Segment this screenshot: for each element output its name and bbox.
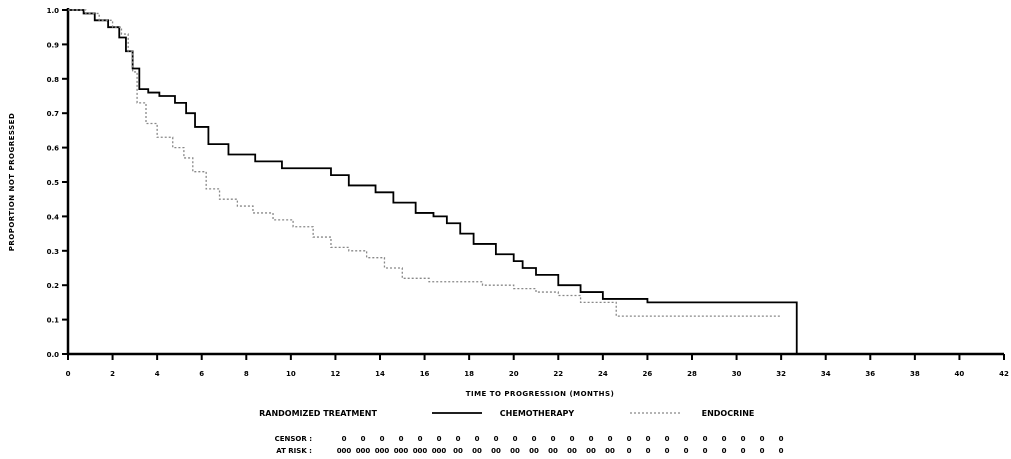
axes (66, 8, 1004, 356)
risk-cell: 0 (570, 435, 575, 443)
risk-row-label: AT RISK : (276, 447, 312, 455)
y-axis-title-group: PROPORTION NOT PROGRESSED (8, 113, 16, 252)
risk-cell: 000 (356, 447, 371, 455)
risk-cell: 0 (760, 447, 765, 455)
y-tick-label: 0.9 (47, 41, 60, 49)
risk-cell: 0 (646, 447, 651, 455)
risk-cell: 0 (779, 435, 784, 443)
risk-cell: 0 (437, 435, 442, 443)
risk-cell: 000 (413, 447, 428, 455)
risk-cell: 00 (605, 447, 615, 455)
x-tick-label: 42 (999, 370, 1009, 378)
x-tick-label: 16 (420, 370, 430, 378)
y-tick-label: 0.1 (47, 317, 60, 325)
y-tick-label: 0.5 (47, 179, 60, 187)
y-tick-label: 0.8 (47, 76, 60, 84)
risk-cell: 0 (475, 435, 480, 443)
y-tick-label: 0.6 (47, 145, 60, 153)
x-tick-label: 4 (155, 370, 160, 378)
risk-cell: 00 (548, 447, 558, 455)
legend-entry-label: ENDOCRINE (702, 409, 755, 418)
x-axis-title: TIME TO PROGRESSION (MONTHS) (466, 390, 615, 398)
x-tick-label: 24 (598, 370, 608, 378)
y-axis-title: PROPORTION NOT PROGRESSED (8, 113, 16, 252)
risk-cell: 0 (703, 447, 708, 455)
risk-cell: 0 (380, 435, 385, 443)
risk-cell: 0 (399, 435, 404, 443)
x-tick-label: 34 (821, 370, 831, 378)
risk-cell: 0 (665, 447, 670, 455)
risk-cell: 000 (394, 447, 409, 455)
risk-cell: 0 (722, 447, 727, 455)
x-tick-label: 28 (687, 370, 697, 378)
risk-cell: 0 (589, 435, 594, 443)
risk-cell: 0 (494, 435, 499, 443)
x-tick-label: 18 (464, 370, 474, 378)
risk-cell: 00 (453, 447, 463, 455)
x-tick-label: 38 (910, 370, 920, 378)
risk-cell: 0 (684, 447, 689, 455)
x-tick-label: 6 (199, 370, 204, 378)
x-tick-label: 22 (553, 370, 563, 378)
x-axis-ticks: 0 2 4 6 8 10 12 14 16 18 20 22 24 26 28 30 32 34 36 38 40 42 (66, 354, 1009, 378)
y-tick-label: 0.4 (47, 213, 60, 221)
risk-cell: 00 (586, 447, 596, 455)
y-tick-label: 0.7 (47, 110, 60, 118)
risk-cell: 0 (741, 447, 746, 455)
risk-table: CENSOR :0 0 0 0 0 0 0 0 0 0 0 0 0 0 0 0 0 0 0 0 0 0 0 0AT RISK … (275, 435, 784, 455)
x-tick-label: 26 (643, 370, 653, 378)
risk-cell: 0 (342, 435, 347, 443)
x-tick-label: 0 (66, 370, 71, 378)
risk-cell: 0 (722, 435, 727, 443)
risk-cell: 0 (513, 435, 518, 443)
risk-row-label: CENSOR : (275, 435, 313, 443)
legend-entry-label: CHEMOTHERAPY (500, 409, 575, 418)
survival-curves (68, 9, 798, 354)
x-tick-label: 20 (509, 370, 519, 378)
x-tick-label: 14 (375, 370, 385, 378)
risk-cell: 00 (510, 447, 520, 455)
risk-cell: 0 (779, 447, 784, 455)
x-tick-label: 40 (955, 370, 965, 378)
risk-cell: 000 (375, 447, 390, 455)
risk-cell: 0 (665, 435, 670, 443)
y-tick-label: 0.2 (47, 282, 60, 290)
risk-cell: 0 (627, 435, 632, 443)
x-tick-label: 8 (244, 370, 249, 378)
legend: RANDOMIZED TREATMENT CHEMOTHERAPY ENDOCRI… (259, 409, 754, 418)
x-tick-label: 12 (331, 370, 341, 378)
x-tick-label: 32 (776, 370, 786, 378)
x-tick-label: 10 (286, 370, 296, 378)
risk-cell: 0 (646, 435, 651, 443)
risk-cell: 0 (703, 435, 708, 443)
series-line-1 (68, 9, 782, 317)
x-tick-label: 36 (865, 370, 875, 378)
risk-cell: 0 (684, 435, 689, 443)
risk-cell: 00 (472, 447, 482, 455)
x-tick-label: 30 (732, 370, 742, 378)
risk-cell: 000 (337, 447, 352, 455)
series-line-0 (68, 9, 798, 354)
risk-cell: 0 (456, 435, 461, 443)
legend-title: RANDOMIZED TREATMENT (259, 409, 377, 418)
risk-cell: 0 (361, 435, 366, 443)
x-tick-label: 2 (110, 370, 115, 378)
risk-cell: 0 (627, 447, 632, 455)
risk-cell: 0 (418, 435, 423, 443)
risk-cell: 00 (567, 447, 577, 455)
risk-cell: 0 (551, 435, 556, 443)
risk-cell: 000 (432, 447, 447, 455)
risk-cell: 0 (608, 435, 613, 443)
risk-cell: 0 (741, 435, 746, 443)
y-tick-label: 0.0 (47, 351, 60, 359)
y-axis-ticks: 0.0 0.1 0.2 0.3 0.4 0.5 0.6 0.7 0.8 0.9 1.0 (47, 7, 68, 359)
y-tick-label: 0.3 (47, 248, 60, 256)
y-tick-label: 1.0 (47, 7, 60, 15)
risk-cell: 0 (532, 435, 537, 443)
risk-cell: 00 (529, 447, 539, 455)
risk-cell: 00 (491, 447, 501, 455)
risk-cell: 0 (760, 435, 765, 443)
